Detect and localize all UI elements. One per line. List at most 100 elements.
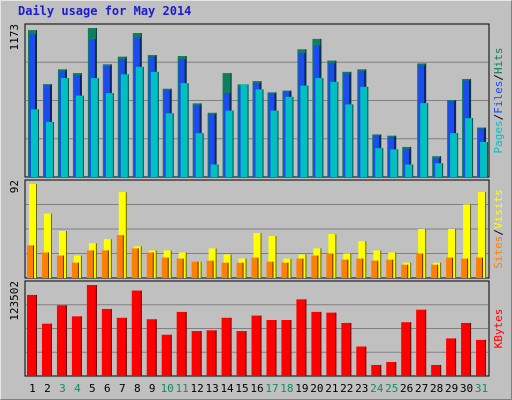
pages-bar xyxy=(450,133,459,177)
sites-bar xyxy=(386,259,394,278)
x-tick-label: 16 xyxy=(250,382,263,395)
pages-bar xyxy=(195,133,204,177)
x-tick-label: 28 xyxy=(430,382,443,395)
sites-bar xyxy=(161,257,169,278)
sites-bar xyxy=(461,258,469,278)
pages-bar xyxy=(180,83,189,177)
kbytes-bar xyxy=(296,299,307,376)
legend-pages: Pages xyxy=(492,120,505,153)
pages-bar xyxy=(270,110,279,177)
x-tick-label: 24 xyxy=(370,382,384,395)
sites-bar xyxy=(326,253,334,278)
kbytes-bar xyxy=(116,317,127,376)
y-max-label: 1173 xyxy=(8,24,21,51)
kbytes-bar xyxy=(371,364,382,376)
legend-kbytes: KBytes xyxy=(492,309,505,349)
kbytes-bar xyxy=(86,285,97,376)
kbytes-bar xyxy=(101,308,112,376)
sites-bar xyxy=(446,257,454,278)
x-tick-label: 12 xyxy=(191,382,204,395)
kbytes-bar xyxy=(236,331,247,376)
sites-bar xyxy=(101,250,109,278)
x-tick-label: 7 xyxy=(119,382,126,395)
sites-bar xyxy=(281,262,289,278)
kbytes-bar xyxy=(176,311,187,376)
y-max-label: 92 xyxy=(8,180,21,193)
sites-bar xyxy=(116,235,124,278)
legend-sites: Sites xyxy=(492,236,505,269)
x-tick-label: 13 xyxy=(205,382,218,395)
sites-bar xyxy=(371,260,379,278)
pages-bar xyxy=(45,121,54,177)
kbytes-bar xyxy=(191,331,202,376)
kbytes-bar xyxy=(431,364,442,376)
x-tick-label: 26 xyxy=(400,382,413,395)
kbytes-bar xyxy=(341,322,352,376)
kbytes-bar xyxy=(356,346,367,376)
sites-bar xyxy=(86,250,94,278)
pages-bar xyxy=(90,78,99,177)
kbytes-bar xyxy=(266,320,277,376)
x-tick-label: 4 xyxy=(74,382,81,395)
visits-bar xyxy=(448,228,457,278)
pages-bar xyxy=(105,93,114,177)
kbytes-bar xyxy=(206,330,217,376)
x-tick-label: 25 xyxy=(385,382,398,395)
legend-1: Sites/Visits xyxy=(492,189,505,269)
legend-2: KBytes xyxy=(492,309,505,349)
pages-bar xyxy=(60,78,69,177)
visits-bar xyxy=(253,233,262,278)
x-tick-label: 10 xyxy=(161,382,174,395)
kbytes-bar xyxy=(56,305,67,376)
kbytes-bar xyxy=(221,317,232,376)
legend-0: Pages/Files/Hits xyxy=(492,48,505,154)
kbytes-bar xyxy=(251,315,262,376)
sites-bar xyxy=(206,260,214,278)
sites-bar xyxy=(356,258,364,278)
x-tick-label: 9 xyxy=(149,382,156,395)
pages-bar xyxy=(31,109,39,177)
kbytes-bar xyxy=(386,362,397,376)
sites-bar xyxy=(71,262,79,278)
kbytes-bar xyxy=(71,316,82,376)
pages-bar xyxy=(255,89,264,177)
visits-bar xyxy=(29,184,37,278)
pages-bar xyxy=(480,141,489,177)
pages-bar xyxy=(165,113,174,177)
sites-bar xyxy=(221,262,229,278)
sites-bar xyxy=(176,258,184,278)
x-tick-label: 22 xyxy=(340,382,353,395)
x-tick-label: 17 xyxy=(265,382,278,395)
files-bar xyxy=(208,114,216,177)
pages-bar xyxy=(375,148,384,177)
kbytes-bar xyxy=(27,294,37,376)
kbytes-bar xyxy=(131,290,142,376)
visits-bar xyxy=(268,236,277,278)
legend-separator: / xyxy=(492,114,505,121)
kbytes-bar xyxy=(281,320,292,376)
sites-bar xyxy=(431,264,439,278)
pages-bar xyxy=(150,71,159,177)
x-tick-label: 11 xyxy=(176,382,189,395)
legend-separator: / xyxy=(492,74,505,81)
pages-bar xyxy=(330,81,339,177)
pages-bar xyxy=(420,103,429,177)
sites-bar xyxy=(56,255,64,278)
pages-bar xyxy=(240,84,249,177)
pages-bar xyxy=(300,85,309,177)
pages-bar xyxy=(135,66,144,177)
y-max-label: 123502 xyxy=(8,281,21,321)
x-tick-label: 23 xyxy=(355,382,368,395)
legend-visits: Visits xyxy=(492,189,505,229)
x-tick-label: 1 xyxy=(29,382,36,395)
x-tick-label: 19 xyxy=(295,382,308,395)
legend-files: Files xyxy=(492,81,505,114)
kbytes-bar xyxy=(461,322,472,376)
chart-title: Daily usage for May 2014 xyxy=(18,4,192,18)
files-bar xyxy=(403,148,411,177)
pages-bar xyxy=(390,149,399,177)
sites-bar xyxy=(416,253,424,278)
visits-bar xyxy=(478,192,487,278)
files-bar xyxy=(29,34,36,178)
